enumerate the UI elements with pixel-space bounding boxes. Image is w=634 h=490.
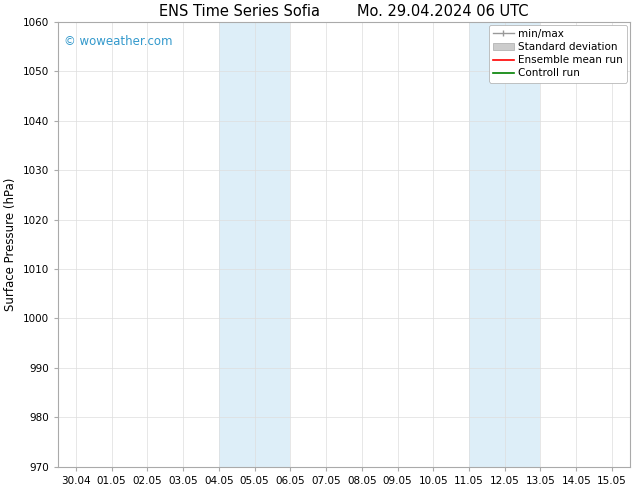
Title: ENS Time Series Sofia        Mo. 29.04.2024 06 UTC: ENS Time Series Sofia Mo. 29.04.2024 06 … [159, 4, 529, 19]
Y-axis label: Surface Pressure (hPa): Surface Pressure (hPa) [4, 177, 17, 311]
Bar [219, 22, 290, 467]
Legend: min/max, Standard deviation, Ensemble mean run, Controll run: min/max, Standard deviation, Ensemble me… [489, 25, 626, 82]
Bar [469, 22, 540, 467]
Text: © woweather.com: © woweather.com [64, 35, 172, 48]
